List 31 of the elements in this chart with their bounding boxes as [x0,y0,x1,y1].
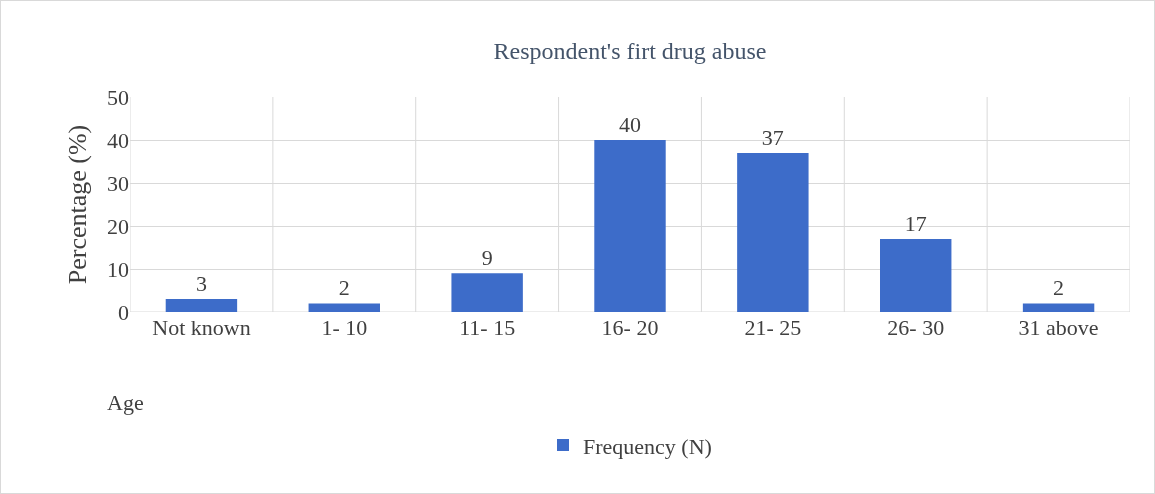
data-label: 40 [619,112,641,137]
x-axis-title: Age [107,390,144,415]
x-tick-label: 11- 15 [459,315,516,340]
x-tick-label: 26- 30 [887,315,945,340]
y-tick-label: 0 [118,299,129,325]
bar [308,303,380,312]
bar [451,273,523,312]
y-axis-title: Percentage (%) [63,124,93,285]
x-tick-label: 21- 25 [744,315,802,340]
bar [594,140,666,312]
data-label: 17 [904,210,927,236]
data-label: 2 [338,275,350,301]
data-label: 2 [1053,275,1065,301]
bar [1022,303,1095,312]
data-label: 37 [761,124,784,150]
bar [880,238,952,312]
y-tick-label: 40 [107,127,129,153]
x-tick-label: Not known [152,315,251,340]
data-label: 9 [481,245,493,271]
data-label: 3 [195,271,207,297]
y-tick-label: 50 [107,84,129,110]
y-tick-label: 30 [107,170,129,196]
x-tick-label: 16- 20 [601,315,659,340]
x-tick-label: 31 above [1018,315,1099,340]
bar [165,299,238,312]
x-tick-label: 1- 10 [321,315,368,340]
y-tick-label: 10 [107,256,129,282]
bar [737,152,809,312]
chart-title: Respondent's firt drug abuse [493,37,767,64]
legend-label: Frequency (N) [583,433,712,459]
y-tick-label: 20 [107,213,129,239]
